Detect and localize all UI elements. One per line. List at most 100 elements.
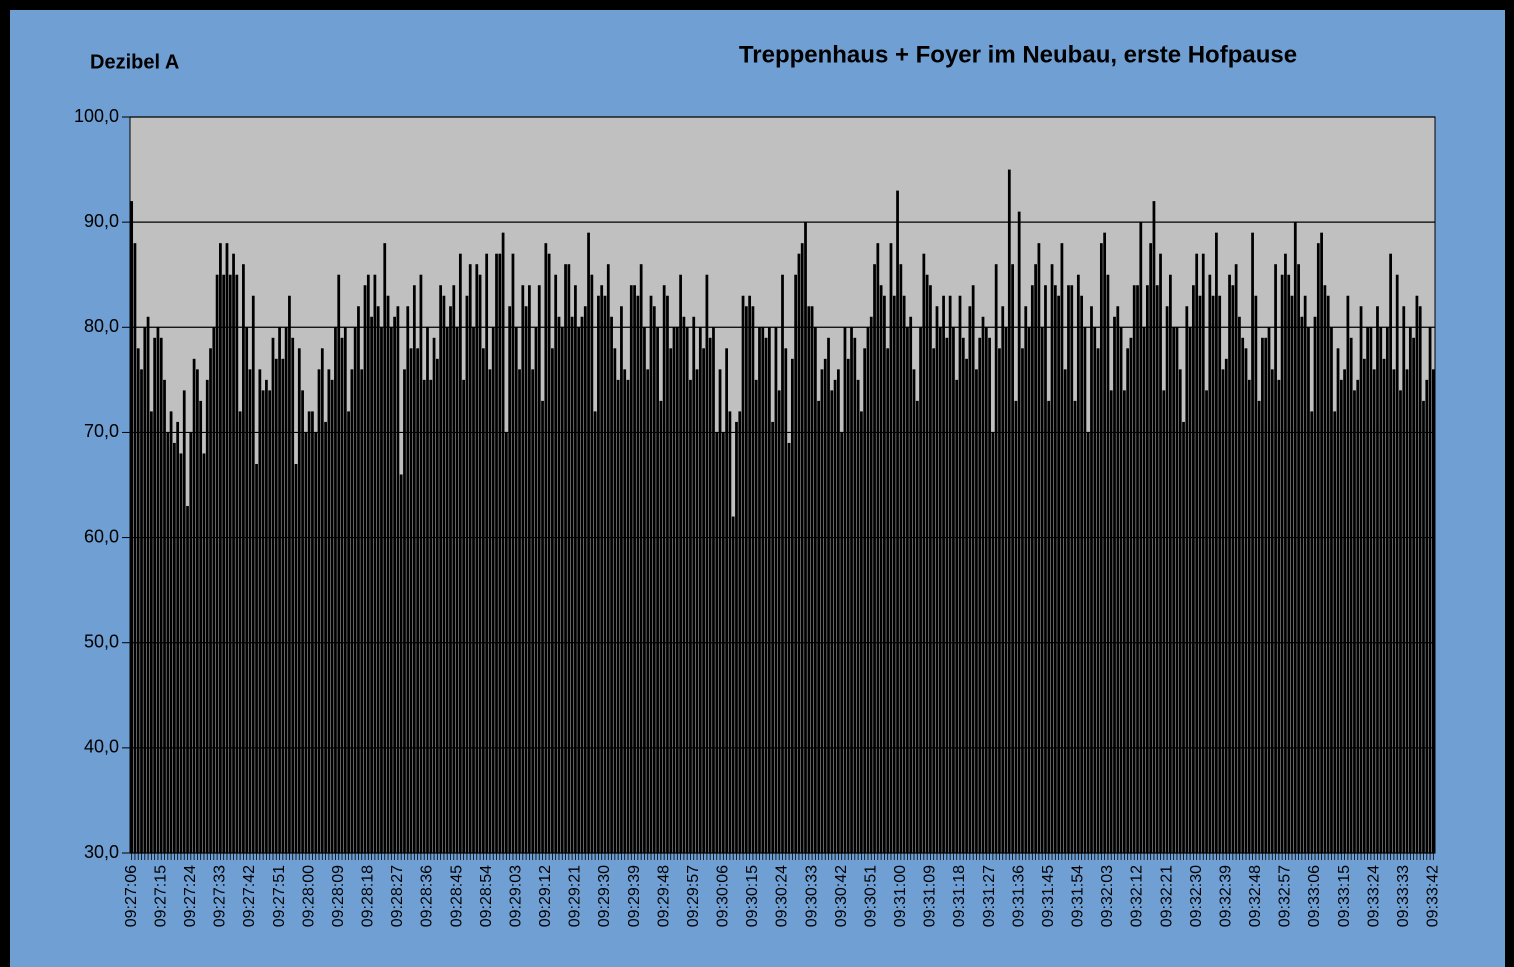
bar	[748, 295, 752, 853]
bar	[452, 285, 456, 853]
bar	[340, 337, 344, 853]
bar	[1090, 306, 1093, 853]
bar	[935, 306, 939, 853]
bar	[1050, 264, 1054, 853]
bar	[149, 411, 153, 853]
bar	[488, 369, 492, 853]
bar	[334, 327, 337, 853]
y-tick-label: 80,0	[84, 316, 119, 336]
bar	[639, 264, 643, 853]
bar	[1109, 390, 1113, 853]
bar	[1418, 306, 1422, 853]
bar	[978, 337, 982, 853]
bar	[991, 432, 995, 853]
bar	[1132, 285, 1136, 853]
bar	[422, 379, 426, 853]
bar	[1300, 316, 1304, 853]
bar	[186, 506, 189, 853]
y-tick-label: 40,0	[84, 737, 119, 757]
bar	[1241, 337, 1245, 853]
bar	[922, 253, 926, 853]
bar	[938, 327, 942, 853]
bar	[823, 358, 827, 853]
bar	[557, 316, 561, 853]
x-tick-label: 09:33:24	[1365, 865, 1382, 927]
bar	[761, 327, 765, 853]
x-tick-label: 09:32:39	[1217, 865, 1234, 927]
bar	[961, 337, 965, 853]
bar	[1303, 295, 1307, 853]
bar	[712, 327, 715, 853]
bar	[212, 327, 216, 853]
bar	[626, 379, 630, 853]
bar	[1356, 379, 1360, 853]
bar	[491, 327, 495, 853]
bar	[343, 327, 347, 853]
bar	[1349, 337, 1353, 853]
bar	[1422, 400, 1425, 853]
bar	[1228, 274, 1231, 853]
bar	[1215, 232, 1218, 853]
bar	[616, 379, 620, 853]
bar	[1139, 222, 1143, 854]
bar	[850, 327, 853, 853]
x-tick-label: 09:27:42	[241, 865, 258, 927]
bar	[659, 400, 663, 853]
bar	[728, 411, 732, 853]
bar	[1425, 379, 1429, 853]
bar	[215, 274, 219, 853]
bar	[577, 327, 581, 853]
bar	[403, 369, 406, 853]
x-tick-label: 09:27:24	[182, 865, 199, 927]
bar	[804, 222, 807, 854]
bar	[906, 327, 909, 853]
bar	[731, 516, 735, 853]
bar	[1231, 285, 1235, 853]
bar	[1185, 306, 1189, 853]
bar	[820, 369, 824, 853]
bar	[396, 306, 400, 853]
bar	[643, 327, 646, 853]
bar	[863, 348, 867, 853]
bar	[1297, 264, 1300, 853]
bar	[353, 327, 357, 853]
bar	[1175, 327, 1179, 853]
bar	[1172, 327, 1176, 853]
x-tick-label: 09:30:33	[803, 865, 820, 927]
x-tick-label: 09:30:24	[774, 865, 791, 927]
bar	[902, 295, 906, 853]
bar	[656, 327, 659, 853]
bar	[1392, 369, 1396, 853]
bar	[620, 306, 623, 853]
bar	[843, 327, 847, 853]
bar	[1103, 232, 1107, 853]
bar	[136, 348, 140, 853]
bar	[202, 453, 206, 853]
bar	[971, 285, 975, 853]
bar	[1053, 285, 1057, 853]
bar	[682, 316, 686, 853]
bar	[833, 379, 837, 853]
bar	[807, 306, 811, 853]
bar	[1106, 274, 1110, 853]
bar	[544, 243, 548, 853]
bar	[597, 295, 600, 853]
bar	[1376, 306, 1379, 853]
bar	[537, 285, 541, 853]
bar	[869, 316, 873, 853]
bar	[1247, 379, 1251, 853]
bar	[1122, 390, 1126, 853]
bar	[590, 274, 594, 853]
bar	[268, 390, 272, 853]
x-tick-label: 09:29:39	[626, 865, 643, 927]
bar	[662, 285, 666, 853]
bar	[879, 285, 883, 853]
bar	[560, 327, 564, 853]
bar	[235, 274, 239, 853]
bar	[1218, 295, 1222, 853]
bar	[725, 348, 728, 853]
bar	[840, 432, 844, 853]
bar	[376, 306, 380, 853]
x-tick-label: 09:29:48	[655, 865, 672, 927]
bar	[265, 379, 268, 853]
